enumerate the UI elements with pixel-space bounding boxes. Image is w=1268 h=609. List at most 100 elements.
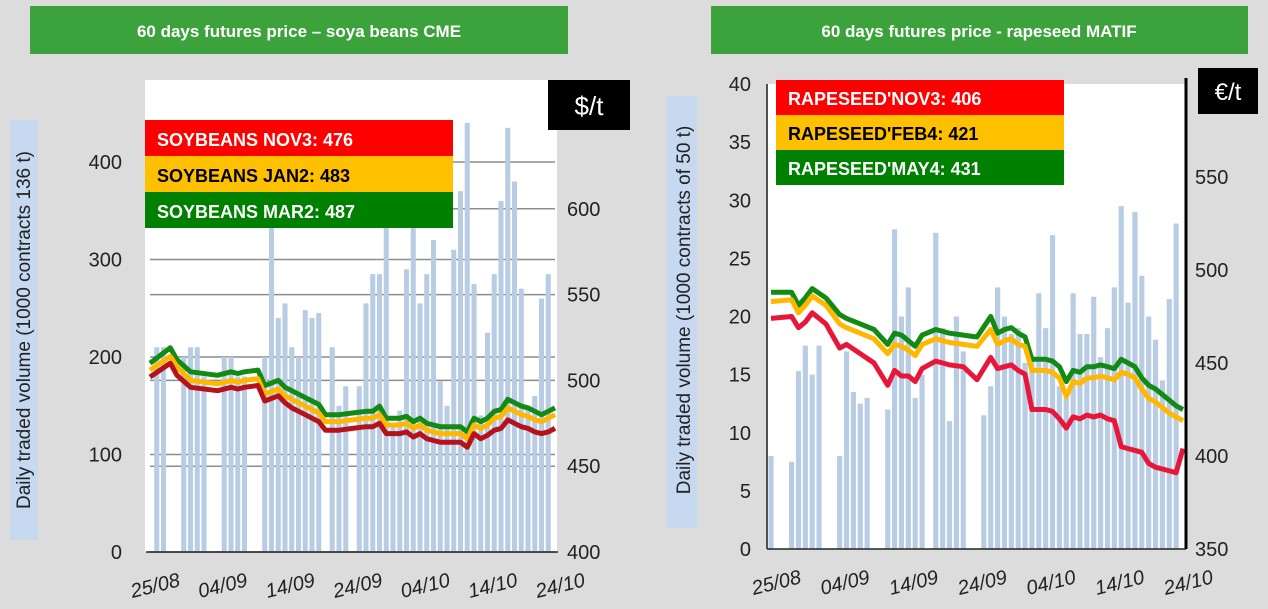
rapeseed-x-tick-label: 04/09 (818, 566, 872, 599)
soybeans-volume-bar (302, 310, 308, 552)
rapeseed-volume-bar (1063, 397, 1069, 549)
soybeans-y2-tick-label: 550 (567, 285, 600, 307)
soybeans-volume-bar (282, 303, 288, 552)
rapeseed-volume-bar (850, 392, 856, 549)
rapeseed-chart: 60 days futures price - rapeseed MATIF €… (667, 6, 1258, 600)
rapeseed-series-line (770, 310, 1186, 476)
rapeseed-volume-bar (892, 229, 898, 549)
soybeans-ylabel-bg (10, 120, 38, 540)
rapeseed-title-banner (711, 6, 1248, 54)
rapeseed-y-tick-label: 40 (729, 74, 751, 96)
rapeseed-y-tick-label: 20 (729, 307, 751, 329)
soybeans-series-line (148, 353, 557, 442)
soybeans-x-tick-label: 24/10 (532, 569, 587, 603)
soybeans-series-line (148, 360, 557, 450)
rapeseed-volume-bar (809, 374, 815, 549)
soybeans-volume-bar (525, 405, 531, 552)
rapeseed-y2-tick-label: 450 (1195, 353, 1228, 375)
soybeans-volume-bar (221, 357, 227, 552)
soybeans-x-tick-label: 24/09 (330, 569, 385, 603)
soybeans-volume-bar (201, 376, 207, 552)
soybeans-volume-bar (532, 396, 538, 552)
soybeans-volume-bar (309, 318, 315, 552)
soybeans-volume-bar (187, 347, 194, 552)
soybeans-series-line (148, 345, 557, 435)
rapeseed-volume-bar (946, 421, 953, 549)
rapeseed-y2-tick-label: 500 (1195, 260, 1228, 282)
soybeans-volume-bar (430, 240, 437, 552)
soybeans-title-banner (30, 6, 568, 54)
soybeans-volume-bar (518, 288, 524, 552)
rapeseed-x-tick-label: 04/10 (1024, 566, 1078, 599)
rapeseed-volume-bar (857, 403, 863, 549)
rapeseed-volume-bar (1043, 328, 1049, 549)
rapeseed-legend-swatch (776, 80, 1064, 115)
soybeans-volume-bar (505, 127, 511, 552)
rapeseed-volume-bar (1049, 235, 1056, 549)
soybeans-volume-bar (262, 357, 268, 552)
rapeseed-legend-label: RAPESEED'MAY4: 431 (788, 159, 981, 179)
soybeans-volume-bar (437, 381, 443, 552)
rapeseed-series-line (771, 286, 1185, 412)
rapeseed-volume-bar (1173, 223, 1179, 549)
soybeans-volume-bar (356, 386, 362, 552)
rapeseed-volume-bar (789, 461, 795, 549)
soybeans-volume-bar (316, 313, 322, 552)
soybeans-volume-bar (295, 357, 302, 552)
soybeans-volume-bar (511, 181, 518, 552)
rapeseed-volume-bar (981, 415, 987, 549)
rapeseed-volume-bar (1166, 299, 1172, 549)
rapeseed-x-tick-label: 14/09 (887, 566, 941, 599)
rapeseed-volume-bar (1056, 386, 1062, 549)
soybeans-volume-bar (390, 425, 396, 552)
soybeans-legend-label: SOYBEANS MAR2: 487 (157, 202, 355, 222)
soybeans-volume-bar (484, 332, 491, 552)
soybeans-y2-tick-label: 600 (567, 199, 600, 221)
soybeans-volume-bar (235, 376, 241, 552)
rapeseed-volume-bar (885, 409, 891, 549)
rapeseed-volume-bar (933, 232, 939, 550)
soybeans-volume-bar (397, 410, 403, 552)
soybeans-volume-bar (228, 357, 234, 552)
soybeans-legend-label: SOYBEANS JAN2: 483 (157, 166, 350, 186)
rapeseed-legend-swatch (776, 115, 1064, 150)
rapeseed-volume-bar (1036, 293, 1042, 549)
soybeans-chart-title: 60 days futures price – soya beans CME (137, 22, 461, 41)
rapeseed-volume-bar (864, 397, 870, 549)
rapeseed-x-tick-label: 24/09 (954, 566, 1009, 600)
rapeseed-volume-bar (1091, 296, 1097, 549)
soybeans-volume-bar (478, 415, 484, 552)
rapeseed-ylabel-bg (667, 96, 697, 528)
soybeans-volume-bar (329, 347, 335, 552)
soybeans-x-tick-label: 25/08 (127, 569, 182, 603)
rapeseed-volume-bar (1159, 380, 1165, 549)
soybeans-volume-bar (241, 376, 248, 552)
soybeans-unit-label: $/t (575, 91, 605, 121)
rapeseed-unit-box (1198, 68, 1258, 114)
soybeans-x-tick-label: 14/09 (263, 569, 317, 602)
soybeans-legend-swatch (145, 192, 453, 228)
rapeseed-y-tick-label: 10 (729, 423, 751, 445)
soybeans-volume-bar (154, 347, 160, 552)
rapeseed-volume-bar (1015, 328, 1021, 549)
rapeseed-legend-label: RAPESEED'FEB4: 421 (788, 124, 978, 144)
rapeseed-volume-bar (1001, 316, 1008, 549)
rapeseed-y-tick-label: 5 (740, 481, 751, 503)
rapeseed-y-tick-label: 35 (729, 132, 751, 154)
soybeans-volume-bar (160, 347, 167, 552)
rapeseed-volume-bar (768, 456, 774, 549)
soybeans-volume-bar (410, 181, 416, 552)
soybeans-volume-bar (464, 123, 470, 552)
rapeseed-x-tick-label: 25/08 (748, 566, 803, 600)
soybeans-volume-bar (498, 201, 504, 552)
rapeseed-volume-bar (802, 345, 808, 549)
rapeseed-volume-bar (898, 316, 905, 549)
soybeans-volume-bar (289, 347, 295, 552)
rapeseed-volume-bar (1125, 302, 1131, 549)
rapeseed-volume-bar (1077, 333, 1083, 549)
soybeans-legend-swatch (145, 120, 453, 156)
rapeseed-volume-bar (837, 456, 843, 549)
soybeans-x-tick-label: 04/10 (398, 569, 452, 602)
rapeseed-volume-bar (912, 397, 918, 549)
soybeans-y2-tick-label: 400 (567, 542, 600, 564)
